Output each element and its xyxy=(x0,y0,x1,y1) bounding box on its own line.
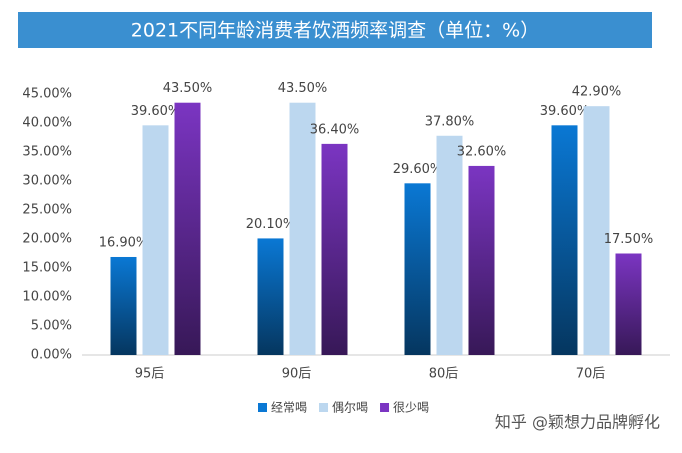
value-label: 20.10% xyxy=(246,217,296,232)
bar xyxy=(289,102,316,355)
value-label: 39.60% xyxy=(540,104,590,119)
y-tick-label: 5.00% xyxy=(31,319,72,334)
bar xyxy=(321,143,348,355)
bar xyxy=(583,106,610,356)
bar xyxy=(110,256,137,355)
title-banner xyxy=(18,12,652,48)
value-label: 43.50% xyxy=(163,81,213,96)
x-tick-label: 70后 xyxy=(576,367,606,382)
y-tick-label: 10.00% xyxy=(22,290,72,305)
value-label: 17.50% xyxy=(604,232,654,247)
legend-swatch xyxy=(319,403,329,412)
bar xyxy=(257,238,284,355)
bar xyxy=(468,165,495,355)
bar xyxy=(174,102,201,355)
bar xyxy=(551,125,578,355)
value-label: 36.40% xyxy=(310,122,360,137)
bar xyxy=(404,183,431,355)
value-label: 42.90% xyxy=(572,85,622,100)
value-label: 16.90% xyxy=(99,235,149,250)
legend-swatch xyxy=(380,403,390,412)
x-tick-label: 90后 xyxy=(282,367,312,382)
y-tick-label: 30.00% xyxy=(22,174,72,189)
y-tick-label: 35.00% xyxy=(22,145,72,160)
y-tick-label: 40.00% xyxy=(22,116,72,131)
x-tick-label: 80后 xyxy=(429,367,459,382)
legend-label: 偶尔喝 xyxy=(332,400,368,415)
y-tick-label: 0.00% xyxy=(31,348,72,363)
value-label: 37.80% xyxy=(425,114,475,129)
bar xyxy=(615,253,642,355)
y-tick-label: 25.00% xyxy=(22,203,72,218)
value-label: 29.60% xyxy=(393,162,443,177)
value-label: 32.60% xyxy=(457,144,507,159)
value-label: 43.50% xyxy=(278,81,328,96)
legend-label: 很少喝 xyxy=(393,401,429,415)
bar xyxy=(142,125,169,355)
legend-label: 经常喝 xyxy=(271,401,307,415)
y-tick-label: 45.00% xyxy=(22,87,72,102)
value-label: 39.60% xyxy=(131,104,181,119)
legend-swatch xyxy=(258,403,267,412)
chart-title: 2021不同年龄消费者饮酒频率调查（单位：%） xyxy=(131,20,539,42)
bar xyxy=(436,135,463,355)
watermark: 知乎 @颖想力品牌孵化 xyxy=(495,413,660,432)
y-tick-label: 20.00% xyxy=(22,232,72,247)
y-tick-label: 15.00% xyxy=(22,261,72,276)
x-tick-label: 95后 xyxy=(135,367,165,382)
